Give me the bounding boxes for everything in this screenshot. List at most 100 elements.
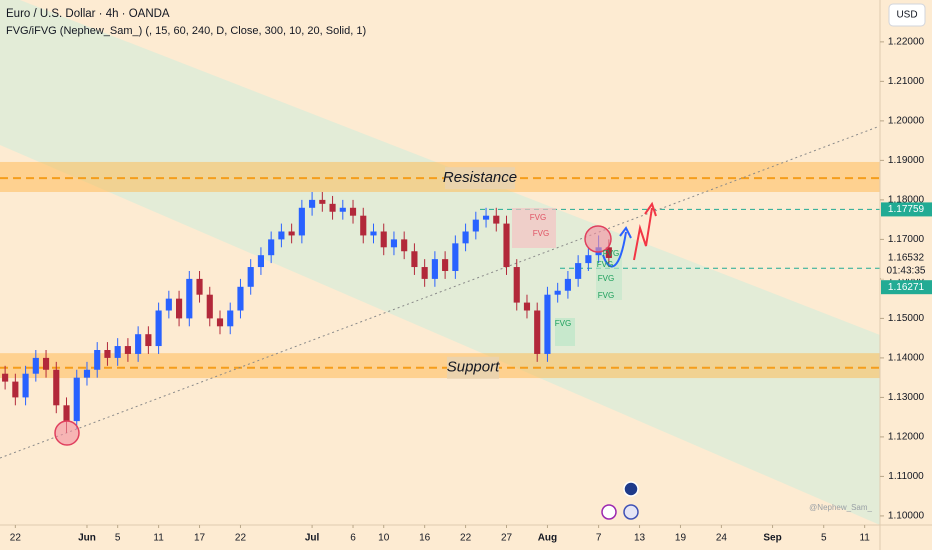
price-tag-label: 1.17759 [888,204,925,215]
y-tick-label: 1.13000 [888,392,925,403]
zone [0,353,880,379]
candle-body [462,231,469,244]
candle-body [268,239,275,256]
x-tick-label: 22 [10,533,22,544]
candle-body [431,259,438,279]
projection-arrow [602,231,627,268]
price-tag [881,250,932,279]
zone-label: Support [447,359,500,376]
price-tag-label: 1.16271 [888,282,925,293]
candle-body [452,243,459,271]
x-tick-label: 5 [821,533,827,544]
candle-body [380,231,387,248]
candle-body [104,350,111,358]
candle-body [155,310,162,347]
chart-title: Euro / U.S. Dollar · 4h · OANDA [6,8,170,20]
candle-body [12,381,19,398]
x-tick-label: 10 [378,533,390,544]
y-tick-label: 1.16000 [888,274,925,285]
fvg-box [555,318,575,346]
candle-body [554,290,561,295]
y-tick-label: 1.12000 [888,432,925,443]
candle-body [319,199,326,204]
candle-body [257,255,264,268]
countdown: 01:43:35 [887,266,926,277]
x-tick-label: Sep [763,533,781,544]
zones-layer [0,161,880,379]
x-tick-label: Jun [78,533,96,544]
candle-body [114,346,121,358]
candle-body [349,207,357,216]
candle-body [523,302,531,311]
candle-body [32,357,39,374]
currency: USD [896,10,917,21]
fvg-label: FVG [533,229,549,238]
candle-body [73,377,80,422]
y-tick-label: 1.19000 [888,155,925,166]
candle-body [165,298,172,311]
candle-body [53,369,60,406]
event-icon[interactable] [601,504,617,520]
x-tick-label: 5 [115,533,121,544]
x-tick-label: 22 [460,533,472,544]
x-tick-label: Jul [305,533,320,544]
price-tag [881,280,932,295]
x-tick-label: 6 [350,533,356,544]
fvg-label: FVG [598,291,614,300]
y-tick-label: 1.21000 [888,76,925,87]
candle-body [421,267,428,279]
event-icon[interactable] [623,481,639,497]
candle-body [124,346,131,354]
candle-body [329,203,336,212]
x-tick-label: 17 [194,533,206,544]
event-icon[interactable] [623,504,639,520]
candle-body [442,259,449,271]
x-tick-label: 27 [501,533,513,544]
indicator-legend: FVG/iFVG (Nephew_Sam_) (, 15, 60, 240, D… [6,25,366,37]
x-tick-label: 16 [419,533,431,544]
x-tick-label: 11 [153,533,164,544]
y-tick-label: 1.18000 [888,195,925,206]
y-tick-label: 1.15000 [888,313,925,324]
candle-body [493,215,500,224]
candle-body [298,207,305,236]
zone-label-box [445,167,515,190]
watermark: @Nephew_Sam_ [809,503,872,512]
x-tick-label: 22 [235,533,247,544]
candle-body [42,357,50,370]
candle-body [390,239,398,248]
arrow-head [619,226,632,239]
candle-body [196,278,203,295]
marker-circle [584,225,612,253]
x-tick-label: 19 [675,533,687,544]
fvg-label: FVG [530,213,546,222]
fvg-label: FVG [603,249,619,258]
y-tick-label: 1.14000 [888,353,925,364]
candle-body [513,267,520,303]
channel [0,0,880,525]
candle-body [247,267,254,287]
candle-body [227,310,234,327]
candle-body [503,223,510,268]
x-tick-label: 7 [596,533,602,544]
candle-body [472,219,479,232]
price-tag [881,202,932,217]
candle-body [309,199,316,208]
candle-body [544,294,551,354]
candle-body [278,231,285,240]
currency-box[interactable] [888,3,926,27]
candle-body [401,239,408,252]
zone-label: Resistance [443,169,517,186]
candle-body [360,215,367,236]
y-tick-label: 1.11000 [888,471,924,482]
zone-label-box [447,356,499,379]
zone [0,161,880,192]
candle-body [288,231,295,236]
candle-body [370,231,377,236]
candle-body [206,294,213,319]
candle-body [2,373,9,382]
x-tick-label: 24 [716,533,728,544]
marker-circle [54,420,80,446]
fvg-label: FVG [555,319,571,328]
y-tick-label: 1.17000 [888,234,925,245]
